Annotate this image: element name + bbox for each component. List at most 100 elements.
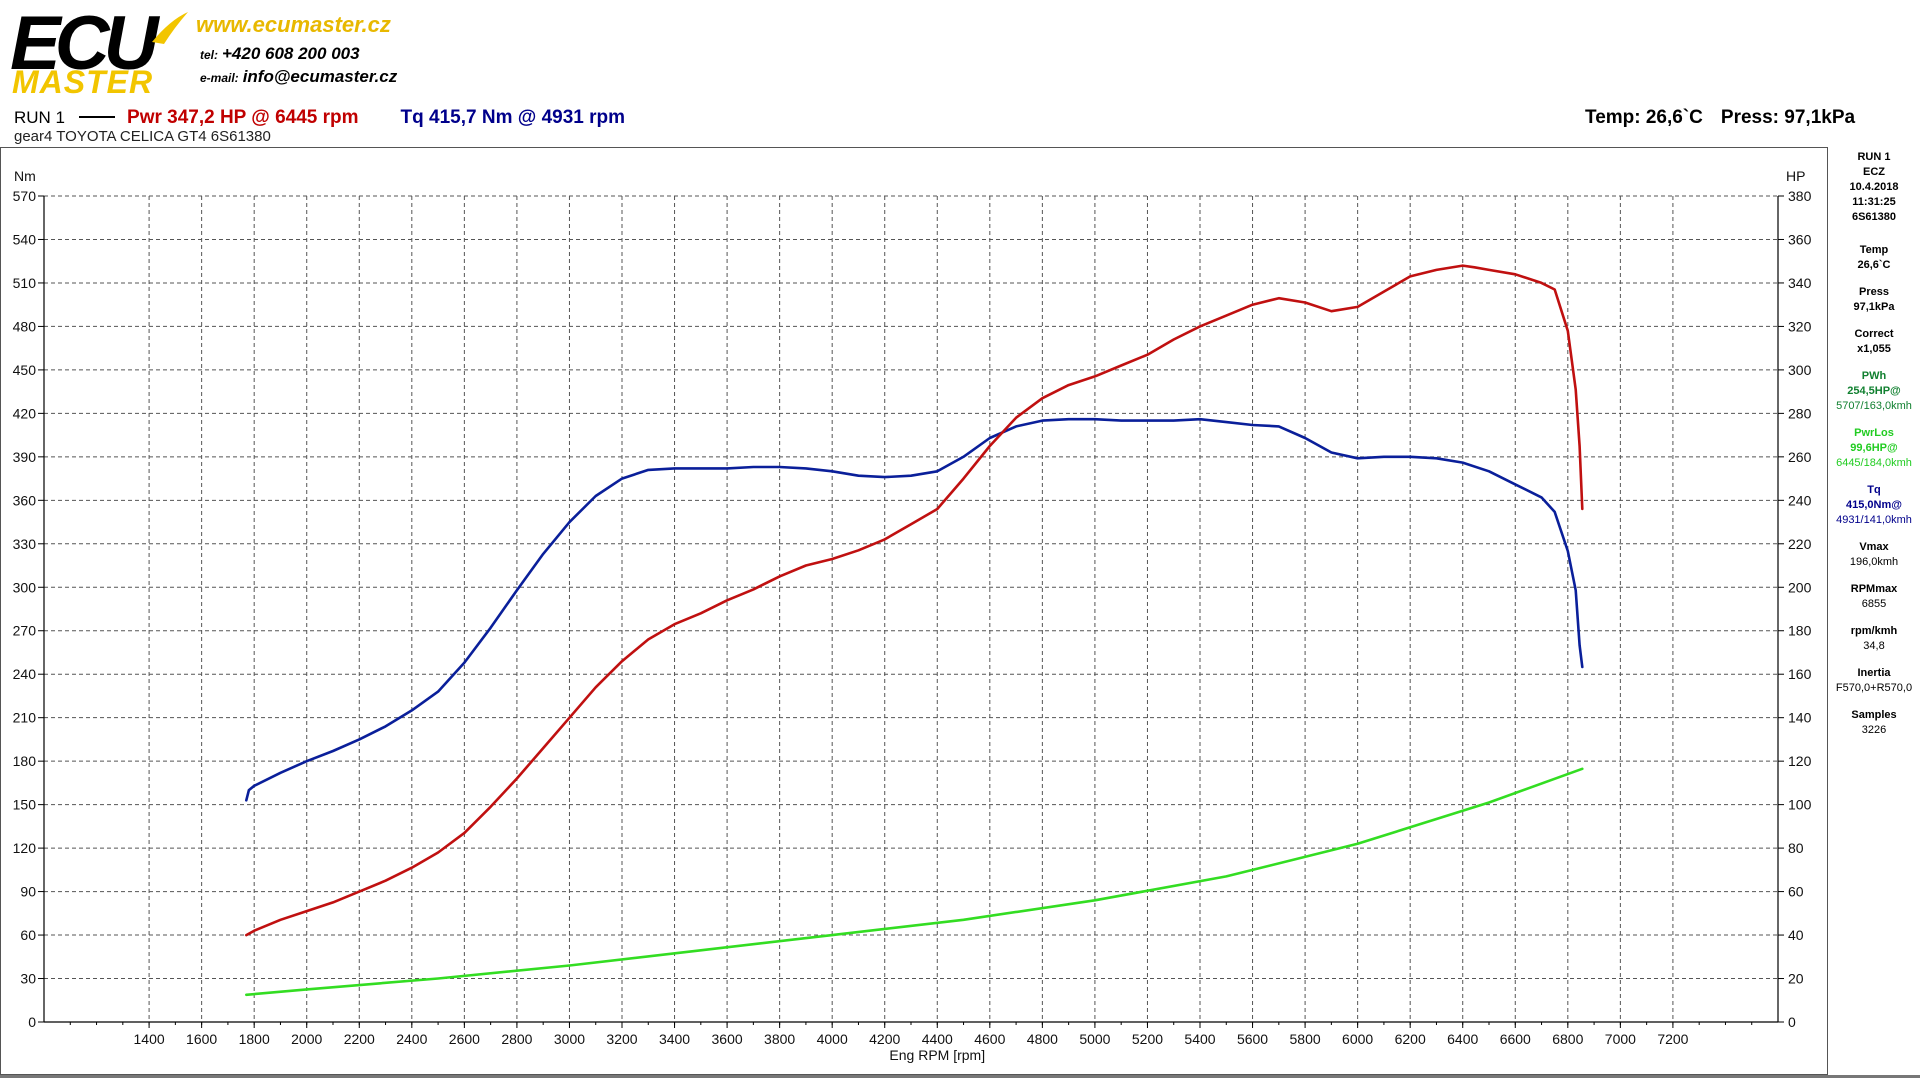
info-operator: ECZ	[1863, 166, 1885, 178]
x-tick-label: 4200	[869, 1031, 900, 1047]
info-inertia-label: Inertia	[1857, 667, 1891, 679]
info-tq-label: Tq	[1867, 484, 1881, 496]
y-right-tick-label: 40	[1788, 927, 1804, 943]
chart-frame	[0, 147, 1828, 1075]
chart-axes	[38, 195, 1784, 1028]
y-right-tick-label: 160	[1788, 666, 1812, 682]
x-tick-label: 4800	[1027, 1031, 1058, 1047]
info-pwrlos: PwrLos 99,6HP@ 6445/184,0kmh	[1832, 426, 1916, 471]
info-rpmkmh-value: 34,8	[1863, 640, 1885, 652]
y-right-tick-label: 360	[1788, 231, 1812, 247]
y-right-tick-label: 380	[1788, 188, 1812, 204]
y-left-tick-label: 270	[13, 623, 37, 639]
info-rpmmax-value: 6855	[1861, 598, 1887, 610]
chart-grid	[44, 195, 1778, 1023]
email-line: e-mail: info@ecumaster.cz	[200, 67, 397, 87]
y-right-tick-label: 280	[1788, 405, 1812, 421]
x-tick-label: 3400	[659, 1031, 690, 1047]
x-tick-label: 5400	[1184, 1031, 1215, 1047]
info-samples: Samples 3226	[1832, 708, 1916, 738]
x-axis-title: Eng RPM [rpm]	[889, 1047, 985, 1063]
y-right-tick-label: 260	[1788, 449, 1812, 465]
info-pwh-value: 254,5HP@	[1847, 385, 1901, 397]
email-label: e-mail:	[200, 71, 239, 85]
x-tick-label: 5200	[1132, 1031, 1163, 1047]
x-tick-label: 3000	[554, 1031, 585, 1047]
info-vmax-label: Vmax	[1859, 541, 1889, 553]
x-tick-label: 6400	[1447, 1031, 1478, 1047]
y-left-tick-label: 300	[13, 579, 37, 595]
y-right-tick-label: 0	[1788, 1014, 1796, 1030]
info-correct-label: Correct	[1854, 328, 1894, 340]
x-tick-label: 5000	[1079, 1031, 1110, 1047]
power-curve	[245, 264, 1584, 937]
info-temp-label: Temp	[1859, 244, 1889, 256]
y-left-tick-label: 60	[20, 927, 36, 943]
x-tick-label: 3800	[764, 1031, 795, 1047]
vehicle-subtitle: gear4 TOYOTA CELICA GT4 6S61380	[14, 128, 271, 145]
y-right-tick-label: 180	[1788, 623, 1812, 639]
email-address[interactable]: info@ecumaster.cz	[242, 67, 398, 86]
info-samples-value: 3226	[1861, 724, 1887, 736]
y-right-tick-label: 240	[1788, 492, 1812, 508]
y-left-tick-label: 510	[13, 275, 37, 291]
y-left-axis-title: Nm	[14, 168, 36, 184]
y-right-tick-label: 100	[1788, 797, 1812, 813]
y-left-tick-label: 330	[13, 536, 37, 552]
power-loss-curve	[245, 767, 1584, 997]
bottom-rule	[0, 1075, 1920, 1078]
torque-summary: Tq 415,7 Nm @ 4931 rpm	[400, 107, 626, 128]
info-samples-label: Samples	[1851, 709, 1897, 721]
y-right-tick-label: 220	[1788, 536, 1812, 552]
phone-number: +420 608 200 003	[222, 44, 360, 63]
y-left-tick-label: 30	[20, 971, 36, 987]
run-summary: RUN 1 Pwr 347,2 HP @ 6445 rpm Tq 415,7 Nm …	[14, 107, 625, 129]
info-rpmkmh-label: rpm/kmh	[1850, 625, 1898, 637]
y-left-tick-label: 390	[13, 449, 37, 465]
run-name: RUN 1	[14, 108, 66, 127]
x-tick-label: 6200	[1395, 1031, 1426, 1047]
run-line-swatch	[79, 116, 116, 119]
y-left-tick-label: 240	[13, 666, 37, 682]
x-tick-label: 1400	[134, 1031, 165, 1047]
run-info-header: RUN 1 ECZ 10.4.2018 11:31:25 6S61380	[1832, 150, 1916, 225]
x-tick-label: 4600	[974, 1031, 1005, 1047]
y-right-tick-label: 300	[1788, 362, 1812, 378]
temp-readout: Temp: 26,6`C	[1585, 107, 1703, 128]
website-link[interactable]: www.ecumaster.cz	[196, 12, 391, 37]
y-right-tick-label: 340	[1788, 275, 1812, 291]
y-left-tick-label: 120	[13, 840, 37, 856]
phone-line: tel: +420 608 200 003	[200, 44, 360, 64]
info-rpmmax: RPMmax 6855	[1832, 582, 1916, 612]
info-date: 10.4.2018	[1849, 181, 1899, 193]
info-vmax-value: 196,0kmh	[1849, 556, 1899, 568]
info-correct-value: x1,055	[1857, 343, 1891, 355]
y-left-tick-label: 360	[13, 492, 37, 508]
x-tick-label: 6800	[1552, 1031, 1583, 1047]
x-tick-label: 2400	[396, 1031, 427, 1047]
y-left-tick-label: 210	[13, 710, 37, 726]
info-correct: Correct x1,055	[1832, 327, 1916, 357]
logo-ecu-text: ECU	[10, 1, 158, 86]
info-tq-value: 415,0Nm@	[1846, 499, 1902, 511]
info-pwrlos-detail: 6445/184,0kmh	[1836, 457, 1912, 469]
info-press-value: 97,1kPa	[1853, 301, 1895, 313]
y-right-tick-label: 200	[1788, 579, 1812, 595]
x-tick-label: 7200	[1657, 1031, 1688, 1047]
y-right-tick-label: 320	[1788, 318, 1812, 334]
x-tick-label: 6000	[1342, 1031, 1373, 1047]
info-inertia: Inertia F570,0+R570,0	[1832, 666, 1916, 696]
info-temp-value: 26,6`C	[1857, 259, 1891, 271]
x-tick-label: 6600	[1500, 1031, 1531, 1047]
info-press-label: Press	[1859, 286, 1889, 298]
logo-swoosh-icon	[152, 12, 188, 44]
info-pwrlos-label: PwrLos	[1854, 427, 1894, 439]
info-pwh-detail: 5707/163,0kmh	[1836, 400, 1912, 412]
info-temp: Temp 26,6`C	[1832, 243, 1916, 273]
x-tick-label: 3600	[712, 1031, 743, 1047]
phone-label: tel:	[200, 48, 218, 62]
x-tick-label: 2000	[291, 1031, 322, 1047]
press-readout: Press: 97,1kPa	[1720, 107, 1856, 128]
chart-tick-labels: 1400 1600 1800 2000 2200 2400 2600 2800 3000 3200…	[13, 168, 1812, 1063]
info-pwh: PWh 254,5HP@ 5707/163,0kmh	[1832, 369, 1916, 414]
